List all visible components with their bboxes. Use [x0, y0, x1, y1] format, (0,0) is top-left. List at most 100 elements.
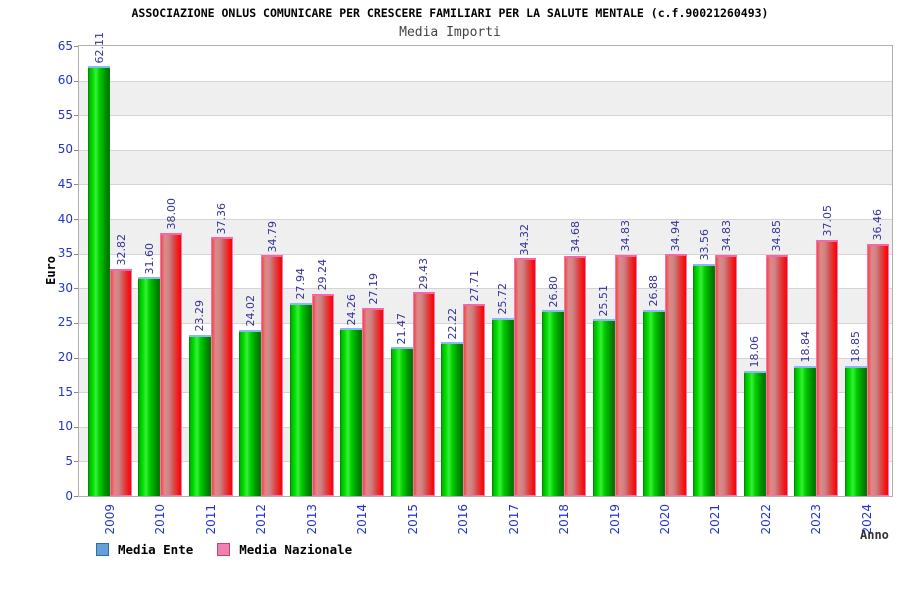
y-tick-mark-0: [74, 496, 78, 497]
bar-media-ente-2024: [844, 365, 867, 496]
value-label-media-ente-2019: 25.51: [597, 284, 610, 317]
y-tick-mark-25: [74, 322, 78, 324]
bar-media-ente-2011: [188, 334, 211, 496]
bar-media-nazionale-2009: [110, 268, 132, 496]
bar-media-nazionale-2021: [715, 254, 738, 496]
bar-media-nazionale-2017: [513, 258, 536, 496]
y-tick-mark-45: [74, 184, 78, 186]
y-tick-10: 10: [57, 419, 73, 434]
gridline-55: [79, 115, 892, 117]
bar-media-ente-2015: [390, 347, 413, 496]
value-label-media-nazionale-2024: 36.46: [871, 209, 885, 241]
plot-band-45-50: [79, 149, 892, 185]
chart-title: ASSOCIAZIONE ONLUS COMUNICARE PER CRESCE…: [131, 6, 769, 20]
legend-swatch-media-ente: [96, 543, 109, 556]
bar-media-ente-2017: [491, 317, 514, 496]
legend: Media Ente Media Nazionale: [96, 542, 352, 557]
y-tick-mark-50: [74, 149, 78, 151]
y-tick-25: 25: [57, 315, 73, 330]
x-axis-title: Anno: [860, 528, 889, 542]
value-label-media-ente-2013: 27.94: [294, 268, 308, 300]
y-tick-55: 55: [57, 107, 73, 122]
bar-media-ente-2013: [289, 302, 312, 496]
y-tick-65: 65: [57, 38, 73, 53]
bar-media-nazionale-2023: [816, 239, 839, 496]
x-tick-2012: 2012: [254, 504, 269, 535]
bar-media-ente-2014: [340, 328, 363, 496]
bar-media-nazionale-2018: [564, 255, 587, 496]
value-label-media-ente-2021: 33.56: [697, 229, 711, 261]
value-label-media-ente-2014: 24.26: [344, 293, 358, 326]
bar-media-nazionale-2020: [664, 254, 687, 496]
bar-media-nazionale-2015: [412, 292, 435, 496]
bar-media-ente-2022: [743, 370, 766, 496]
value-label-media-nazionale-2023: 37.05: [820, 205, 834, 237]
bar-media-ente-2012: [239, 329, 262, 496]
bar-media-nazionale-2024: [866, 243, 889, 496]
value-label-media-nazionale-2016: 27.71: [467, 269, 481, 302]
value-label-media-ente-2017: 25.72: [496, 283, 510, 315]
y-tick-0: 0: [65, 488, 73, 503]
x-tick-2015: 2015: [405, 504, 420, 535]
bar-media-nazionale-2016: [463, 304, 486, 496]
x-tick-2009: 2009: [103, 504, 117, 535]
y-tick-mark-15: [74, 392, 78, 394]
y-tick-5: 5: [65, 453, 73, 468]
y-tick-35: 35: [57, 246, 73, 261]
bar-media-ente-2009: [88, 66, 110, 496]
chart-subtitle: Media Importi: [399, 25, 501, 40]
value-label-media-nazionale-2019: 34.83: [619, 220, 632, 252]
gridline-50: [79, 149, 892, 151]
y-tick-30: 30: [57, 280, 73, 295]
bar-media-nazionale-2013: [311, 293, 334, 496]
bar-media-nazionale-2011: [210, 237, 233, 496]
x-tick-2010: 2010: [153, 504, 168, 535]
value-label-media-nazionale-2009: 32.82: [114, 234, 128, 266]
legend-item-media-ente: Media Ente: [96, 542, 193, 557]
plot-band-55-60: [79, 80, 892, 116]
value-label-media-ente-2020: 26.88: [647, 275, 661, 307]
y-tick-50: 50: [57, 142, 73, 157]
x-tick-2013: 2013: [304, 504, 319, 535]
gridline-45: [79, 184, 892, 186]
x-tick-2014: 2014: [355, 504, 370, 535]
value-label-media-nazionale-2017: 34.32: [518, 223, 532, 256]
bar-media-ente-2018: [542, 310, 565, 496]
value-label-media-ente-2016: 22.22: [445, 307, 459, 340]
y-tick-20: 20: [57, 350, 73, 365]
plot-band-40-45: [79, 184, 892, 220]
gridline-5: [79, 461, 892, 463]
value-label-media-ente-2024: 18.85: [849, 331, 863, 363]
gridline-10: [79, 426, 892, 428]
y-tick-15: 15: [57, 384, 73, 399]
legend-label-media-ente: Media Ente: [118, 542, 194, 557]
y-tick-mark-30: [74, 288, 78, 290]
y-tick-mark-10: [74, 426, 78, 428]
bar-media-ente-2021: [693, 263, 716, 496]
value-label-media-ente-2015: 21.47: [395, 312, 409, 345]
plot-area: 62.11 32.82 31.60 38.00 23.29 37.36 24.02 34.79…: [78, 32, 893, 497]
y-tick-mark-65: [74, 46, 78, 47]
gridline-40: [79, 219, 892, 221]
gridline-35: [79, 253, 892, 255]
gridline-15: [79, 392, 892, 394]
x-tick-2019: 2019: [607, 504, 622, 535]
legend-label-media-nazionale: Media Nazionale: [239, 542, 353, 557]
value-label-media-ente-2023: 18.84: [798, 331, 812, 363]
value-label-media-ente-2012: 24.02: [243, 295, 257, 327]
x-tick-2022: 2022: [758, 504, 773, 535]
x-tick-2020: 2020: [657, 504, 672, 535]
bar-media-nazionale-2012: [261, 255, 284, 496]
bar-media-nazionale-2019: [614, 254, 637, 496]
x-tick-2023: 2023: [809, 504, 824, 535]
y-tick-60: 60: [57, 73, 73, 88]
y-tick-45: 45: [57, 176, 73, 191]
y-tick-mark-40: [74, 219, 78, 221]
x-tick-2016: 2016: [456, 504, 471, 535]
bar-media-ente-2023: [794, 365, 817, 496]
value-label-media-nazionale-2010: 38.00: [164, 198, 178, 230]
plot-band-60-65: [79, 46, 892, 81]
value-label-media-nazionale-2018: 34.68: [568, 221, 582, 253]
y-tick-mark-55: [74, 115, 78, 117]
